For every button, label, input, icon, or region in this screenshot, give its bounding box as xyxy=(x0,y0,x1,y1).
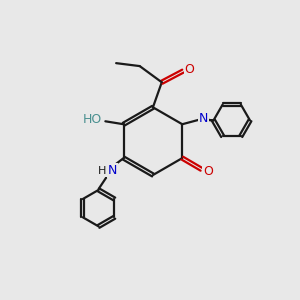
Text: N: N xyxy=(199,112,208,125)
Text: HO: HO xyxy=(83,113,102,126)
Text: H: H xyxy=(98,166,106,176)
Text: O: O xyxy=(184,63,194,76)
Text: N: N xyxy=(108,164,117,177)
Text: O: O xyxy=(203,165,213,178)
